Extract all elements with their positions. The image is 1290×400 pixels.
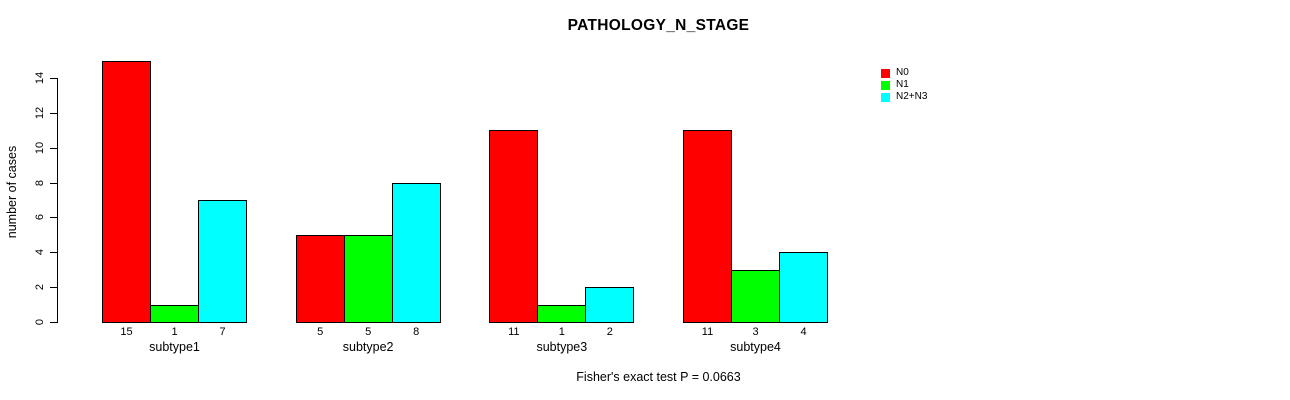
y-axis-line xyxy=(57,78,58,323)
y-tick-mark xyxy=(50,217,57,219)
y-tick-label: 2 xyxy=(34,284,46,291)
legend-swatch-icon xyxy=(881,80,890,90)
bar-subtype2-N1 xyxy=(343,235,393,323)
legend-label: N0 xyxy=(896,67,909,78)
y-tick-mark xyxy=(50,147,57,149)
bar-subtype4-N0 xyxy=(683,130,732,323)
legend: N0 N1 N2+N3 xyxy=(881,67,927,103)
bar-value-label: 5 xyxy=(317,326,324,338)
bar-subtype4-N2+N3 xyxy=(779,252,828,323)
bar-subtype3-N1 xyxy=(537,305,587,323)
bar-subtype3-N0 xyxy=(489,130,539,323)
y-tick-mark xyxy=(50,287,57,289)
bar-subtype1-N2+N3 xyxy=(198,200,247,323)
bar-subtype4-N1 xyxy=(731,270,780,323)
y-tick-mark xyxy=(50,252,57,254)
bar-value-label: 5 xyxy=(365,326,372,338)
legend-row-N2+N3: N2+N3 xyxy=(881,91,927,103)
legend-row-N1: N1 xyxy=(881,79,927,91)
y-tick-label: 10 xyxy=(34,141,46,154)
bar-value-label: 2 xyxy=(606,326,613,338)
bar-subtype3-N2+N3 xyxy=(585,287,635,323)
category-label-subtype2: subtype2 xyxy=(342,340,394,354)
bar-value-label: 1 xyxy=(171,326,178,338)
chart-title: PATHOLOGY_N_STAGE xyxy=(567,17,750,34)
legend-label: N2+N3 xyxy=(896,91,928,102)
y-tick-mark xyxy=(50,322,57,323)
y-tick-label: 0 xyxy=(34,318,46,326)
bar-subtype1-N0 xyxy=(102,61,151,323)
bar-value-label: 1 xyxy=(558,326,565,338)
bar-value-label: 11 xyxy=(508,326,520,338)
category-label-subtype4: subtype4 xyxy=(730,340,781,354)
y-tick-mark xyxy=(50,182,57,184)
bar-subtype1-N1 xyxy=(150,305,199,323)
y-tick-label: 12 xyxy=(34,106,46,119)
y-tick-label: 4 xyxy=(34,249,46,256)
bar-value-label: 3 xyxy=(752,326,759,338)
y-axis-label: number of cases xyxy=(5,145,19,239)
y-tick-label: 14 xyxy=(34,71,46,85)
legend-swatch-icon xyxy=(881,92,890,102)
bar-value-label: 11 xyxy=(701,326,714,338)
bar-value-label: 4 xyxy=(800,326,807,338)
legend-row-N0: N0 xyxy=(881,67,927,79)
y-tick-mark xyxy=(50,112,57,114)
y-tick-label: 6 xyxy=(34,214,46,221)
bar-value-label: 7 xyxy=(219,326,226,338)
legend-swatch-icon xyxy=(881,68,890,78)
y-tick-label: 8 xyxy=(34,179,46,186)
bar-value-label: 15 xyxy=(120,326,133,338)
y-tick-mark xyxy=(50,78,57,79)
footer-annotation: Fisher's exact test P = 0.0663 xyxy=(576,370,741,384)
category-label-subtype1: subtype1 xyxy=(149,340,200,354)
bar-subtype2-N2+N3 xyxy=(391,183,441,323)
bar-value-label: 8 xyxy=(413,326,420,338)
legend-label: N1 xyxy=(896,79,909,90)
bar-subtype2-N0 xyxy=(295,235,345,323)
category-label-subtype3: subtype3 xyxy=(536,340,588,354)
